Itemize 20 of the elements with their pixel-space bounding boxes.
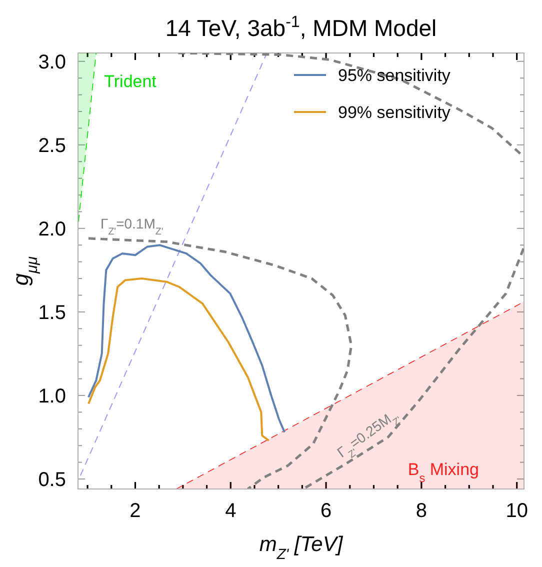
- series-label: Trident: [104, 72, 157, 91]
- x-axis-title: m$_{Z'}$ [TeV]: [259, 533, 344, 563]
- y-tick-label: 2.5: [38, 134, 66, 157]
- line-series: [87, 278, 270, 442]
- y-tick-label: 0.5: [38, 469, 66, 492]
- line-series: [87, 244, 286, 434]
- chart-title: 14 TeV, 3ab$^{-1}$, MDM Model: [165, 13, 437, 41]
- x-tick-label: 6: [320, 500, 332, 522]
- x-tick-label: 8: [416, 500, 428, 522]
- y-tick-label: 1.0: [38, 386, 66, 408]
- x-tick-label: 10: [506, 500, 528, 522]
- legend-label: 99% sensitivity: [338, 103, 451, 122]
- x-tick-label: 4: [225, 500, 236, 522]
- y-tick-label: 2.0: [38, 218, 66, 240]
- y-tick-label: 3.0: [38, 51, 66, 74]
- series-label: Γ$_{Z'}$=0.1M$_{Z'}$: [100, 215, 164, 237]
- legend-label: 95% sensitivity: [338, 66, 451, 85]
- series-label: B$_{s}$ Mixing: [408, 460, 479, 485]
- x-tick-label: 2: [130, 500, 141, 522]
- y-tick-label: 1.5: [38, 302, 66, 324]
